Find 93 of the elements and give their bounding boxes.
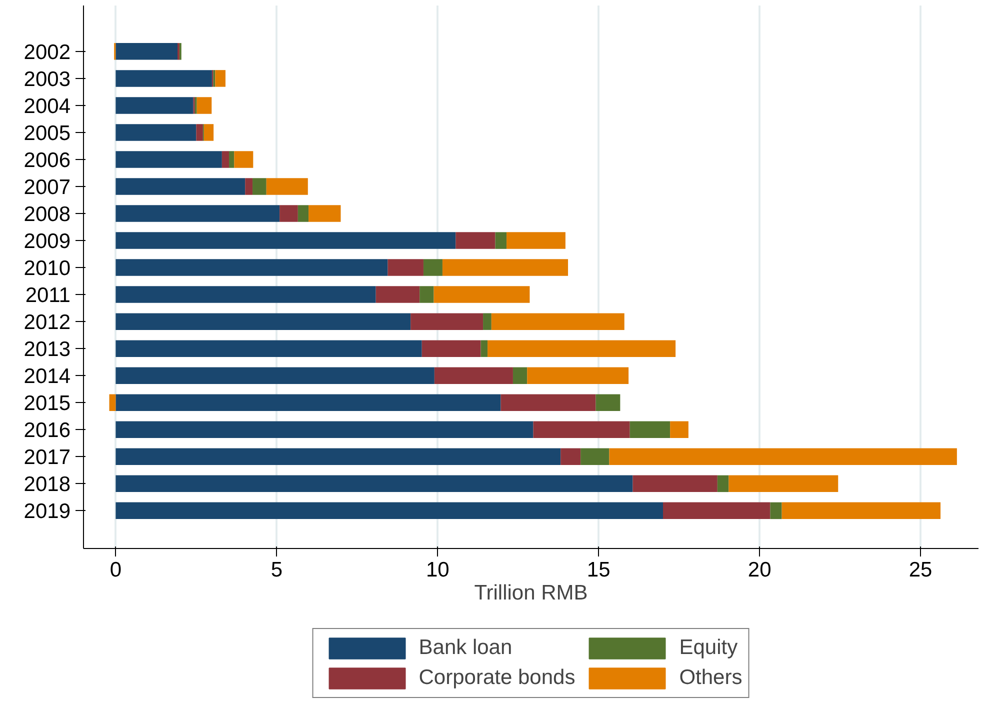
bar bbox=[116, 367, 434, 384]
y-tick-label: 2019 bbox=[24, 500, 70, 524]
x-tick-label: 5 bbox=[270, 558, 283, 582]
bar bbox=[116, 259, 388, 276]
bar bbox=[488, 340, 676, 357]
x-tick-label: 10 bbox=[426, 558, 450, 582]
bar bbox=[580, 448, 610, 466]
bar bbox=[483, 313, 492, 330]
bar bbox=[252, 178, 266, 195]
bar bbox=[222, 151, 230, 168]
bar bbox=[116, 313, 411, 330]
bar bbox=[116, 232, 456, 249]
x-tick-label: 25 bbox=[908, 558, 932, 582]
bar bbox=[422, 340, 481, 357]
bar bbox=[596, 394, 620, 411]
bar bbox=[456, 232, 496, 249]
bar bbox=[245, 178, 253, 195]
bar bbox=[500, 394, 596, 411]
bar bbox=[662, 502, 770, 520]
bar bbox=[495, 232, 507, 249]
y-tick-label: 2011 bbox=[25, 284, 71, 308]
bar bbox=[116, 43, 178, 60]
y-tick-label: 2003 bbox=[24, 68, 70, 91]
bar bbox=[116, 421, 534, 438]
legend-label: Corporate bonds bbox=[418, 666, 576, 690]
x-tick-label: 15 bbox=[586, 558, 610, 582]
bar bbox=[109, 394, 116, 411]
y-tick-label: 2014 bbox=[24, 365, 71, 388]
bar bbox=[196, 97, 212, 114]
bar bbox=[632, 475, 718, 492]
bar bbox=[116, 286, 376, 303]
bar bbox=[116, 205, 280, 222]
bar bbox=[116, 502, 663, 520]
x-tick-label: 20 bbox=[748, 558, 772, 582]
bar bbox=[308, 205, 341, 222]
y-tick-label: 2012 bbox=[24, 311, 70, 334]
bar bbox=[480, 340, 488, 357]
bar bbox=[116, 340, 422, 357]
bar bbox=[215, 70, 226, 87]
bar bbox=[280, 205, 298, 222]
y-tick-label: 2016 bbox=[24, 419, 70, 442]
bar bbox=[512, 367, 528, 384]
bar bbox=[116, 151, 222, 168]
y-tick-label: 2005 bbox=[24, 122, 70, 145]
y-tick-label: 2010 bbox=[24, 257, 70, 280]
y-tick-label: 2004 bbox=[24, 94, 71, 118]
bar bbox=[533, 421, 630, 438]
bar bbox=[609, 448, 957, 466]
bar bbox=[196, 124, 203, 141]
bar bbox=[116, 475, 633, 492]
bar bbox=[434, 286, 530, 303]
bar bbox=[423, 259, 442, 276]
bar bbox=[298, 205, 309, 222]
y-tick-label: 2002 bbox=[24, 40, 70, 64]
bar bbox=[782, 502, 941, 520]
bar bbox=[527, 367, 629, 384]
bar bbox=[560, 448, 581, 466]
y-tick-label: 2006 bbox=[24, 148, 70, 172]
bar bbox=[204, 124, 214, 141]
legend-label: Bank loan bbox=[418, 636, 512, 660]
legend-label: Equity bbox=[679, 636, 738, 660]
bar bbox=[442, 259, 568, 276]
bar bbox=[116, 448, 561, 466]
bar bbox=[728, 475, 838, 492]
bar bbox=[116, 97, 194, 114]
bar bbox=[116, 178, 246, 195]
bar bbox=[670, 421, 688, 438]
bar bbox=[770, 502, 782, 520]
bar bbox=[229, 151, 234, 168]
bar bbox=[630, 421, 670, 438]
bar bbox=[434, 367, 513, 384]
x-axis-title: Trillion RMB bbox=[474, 582, 588, 604]
y-tick-label: 2009 bbox=[24, 230, 70, 254]
bar bbox=[717, 475, 729, 492]
bar bbox=[388, 259, 424, 276]
y-tick-label: 2008 bbox=[24, 203, 70, 226]
bar bbox=[234, 151, 254, 168]
bar bbox=[116, 70, 212, 87]
bar bbox=[491, 313, 624, 330]
bar bbox=[266, 178, 308, 195]
bar bbox=[116, 124, 196, 141]
y-tick-label: 2007 bbox=[24, 176, 70, 199]
bar bbox=[116, 394, 501, 411]
bar bbox=[506, 232, 566, 249]
y-tick-label: 2015 bbox=[24, 392, 70, 416]
legend-label: Others bbox=[679, 666, 742, 690]
y-tick-label: 2017 bbox=[24, 446, 70, 470]
x-tick-label: 0 bbox=[110, 558, 122, 582]
y-tick-label: 2013 bbox=[24, 338, 70, 362]
bar bbox=[376, 286, 420, 303]
y-tick-label: 2018 bbox=[24, 473, 70, 496]
bar bbox=[410, 313, 484, 330]
bar bbox=[420, 286, 434, 303]
